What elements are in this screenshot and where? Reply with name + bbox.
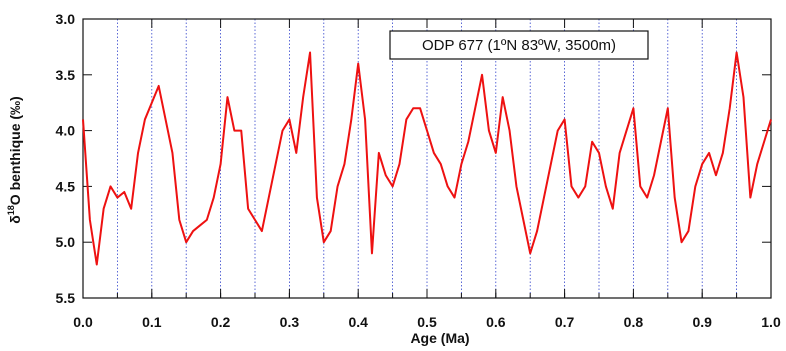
y-label-part: O benthique (‰): [7, 96, 23, 205]
annotation: ODP 677 (1ºN 83ºW, 3500m): [422, 37, 616, 54]
x-tick-label: 0.3: [280, 314, 300, 330]
data-line: [82, 51, 772, 266]
x-tick-label: 0.9: [692, 314, 712, 330]
x-axis-label: Age (Ma): [410, 330, 469, 346]
x-tick-label: 0.4: [348, 314, 368, 330]
y-tick-label: 3.5: [56, 67, 76, 83]
x-tick-label: 0.8: [624, 314, 644, 330]
x-tick-label: 0.5: [417, 314, 437, 330]
y-label-sup: 18: [6, 205, 16, 215]
x-tick-label: 0.7: [555, 314, 575, 330]
y-axis-label: δ18O benthique (‰): [6, 96, 23, 223]
x-tick-label: 1.0: [761, 314, 781, 330]
x-tick-label: 0.6: [486, 314, 506, 330]
x-tick-label: 0.0: [73, 314, 93, 330]
y-tick-label: 4.0: [56, 123, 76, 139]
y-label-part: δ: [7, 215, 23, 224]
x-tick-label: 0.1: [142, 314, 162, 330]
y-tick-label: 5.5: [56, 290, 76, 306]
plot-frame: [82, 18, 772, 299]
y-tick-label: 5.0: [56, 234, 76, 250]
y-tick-label: 4.5: [56, 178, 76, 194]
annotation-box: [389, 30, 649, 60]
x-tick-label: 0.2: [211, 314, 231, 330]
y-tick-label: 3.0: [56, 11, 76, 27]
